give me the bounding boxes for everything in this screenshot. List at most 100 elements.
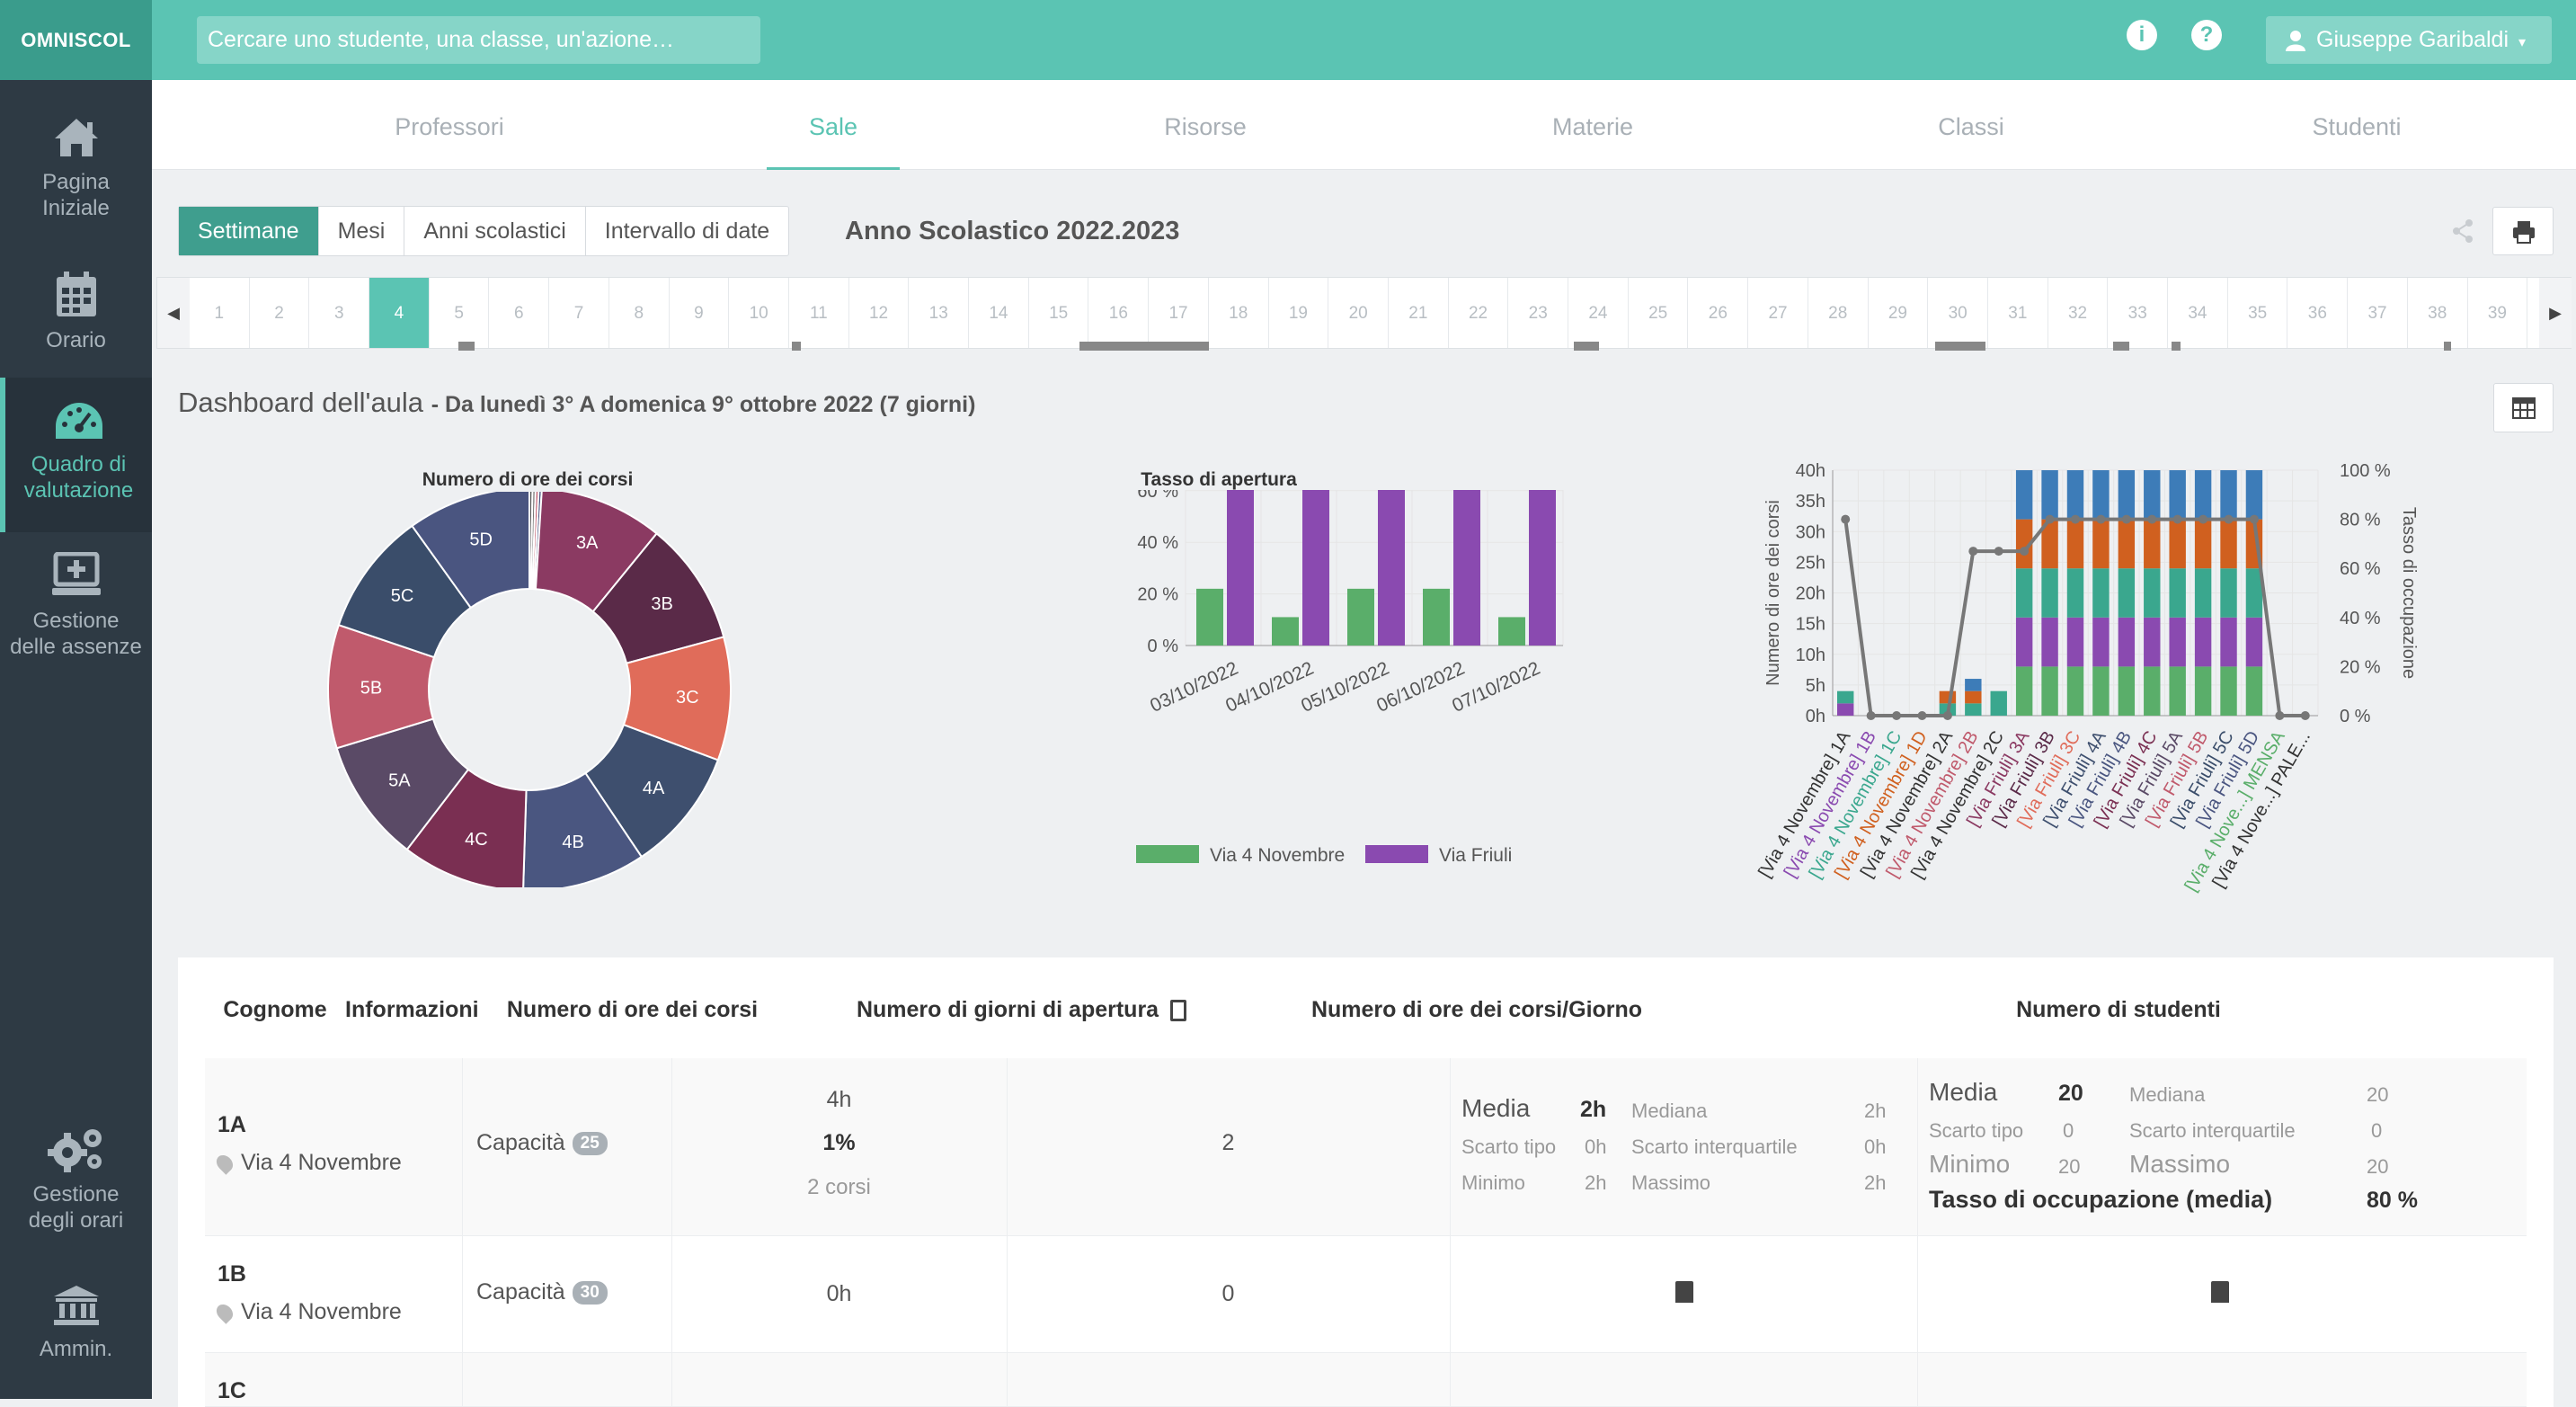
stacked-bar[interactable] — [2220, 470, 2237, 520]
occupancy-point[interactable] — [1866, 711, 1876, 720]
occupancy-point[interactable] — [1841, 514, 1851, 524]
week-cell[interactable]: 19 — [1269, 278, 1329, 348]
stacked-bar[interactable] — [2245, 568, 2263, 618]
occupancy-point[interactable] — [2096, 514, 2106, 524]
sidebar-item-absences[interactable]: Gestione delle assenze — [0, 552, 152, 660]
stacked-bar[interactable] — [2194, 519, 2212, 569]
stacked-bar[interactable] — [2169, 666, 2186, 716]
stacked-bar[interactable] — [2194, 568, 2212, 618]
info-icon[interactable]: i — [2127, 20, 2157, 50]
tab-studenti[interactable]: Studenti — [2312, 113, 2402, 140]
search-input[interactable]: Cercare uno studente, una classe, un'azi… — [197, 16, 760, 64]
occupancy-point[interactable] — [2172, 514, 2182, 524]
sidebar-item-dashboard[interactable]: Quadro di valutazione — [0, 378, 152, 532]
occupancy-point[interactable] — [1917, 711, 1927, 720]
week-cell[interactable]: 37 — [2348, 278, 2408, 348]
bar[interactable] — [1498, 617, 1525, 646]
stacked-bar[interactable] — [2118, 666, 2136, 716]
occupancy-point[interactable] — [2275, 711, 2285, 720]
stacked-bar[interactable] — [2041, 666, 2058, 716]
occupancy-point[interactable] — [1942, 711, 1952, 720]
week-cell[interactable]: 15 — [1029, 278, 1089, 348]
stacked-bar[interactable] — [1990, 690, 2007, 716]
tab-materie[interactable]: Materie — [1551, 113, 1634, 140]
stacked-bar[interactable] — [2066, 470, 2084, 520]
week-cell[interactable]: 17 — [1149, 278, 1209, 348]
bar[interactable] — [1423, 588, 1450, 646]
period-months-button[interactable]: Mesi — [319, 207, 405, 255]
sidebar-item-admin[interactable]: Ammin. — [0, 1284, 152, 1362]
week-cell[interactable]: 4 — [369, 278, 430, 348]
occupancy-point[interactable] — [2224, 514, 2234, 524]
week-prev-arrow[interactable]: ◀ — [157, 278, 190, 348]
stacked-bar[interactable] — [2118, 519, 2136, 569]
col-header-ore-giorno[interactable]: Numero di ore dei corsi/Giorno — [1310, 997, 1643, 1022]
week-cell[interactable]: 33 — [2108, 278, 2169, 348]
share-icon[interactable] — [2451, 218, 2474, 248]
sidebar-item-schedule[interactable]: Orario — [0, 270, 152, 353]
stacked-bar[interactable] — [2092, 470, 2110, 520]
stacked-bar[interactable] — [2245, 470, 2263, 520]
week-next-arrow[interactable]: ▶ — [2539, 278, 2572, 348]
table-row[interactable]: 1A Via 4 Novembre Capacità 25 4h 1% 2 cor… — [205, 1058, 2527, 1236]
table-row[interactable]: 1B Via 4 Novembre Capacità 30 0h 0 — [205, 1236, 2527, 1353]
user-menu-button[interactable]: Giuseppe Garibaldi ▾ — [2266, 16, 2552, 64]
room-name[interactable]: 1A — [218, 1112, 246, 1137]
bar[interactable] — [1347, 588, 1374, 646]
week-cell[interactable]: 8 — [609, 278, 670, 348]
stacked-bar[interactable] — [2066, 666, 2084, 716]
stacked-bar[interactable] — [1965, 690, 1982, 704]
week-cell[interactable]: 6 — [490, 278, 550, 348]
week-cell[interactable]: 13 — [909, 278, 970, 348]
period-weeks-button[interactable]: Settimane — [179, 207, 319, 255]
occupancy-point[interactable] — [2147, 514, 2157, 524]
occupancy-point[interactable] — [2121, 514, 2131, 524]
legend-swatch[interactable] — [1136, 845, 1199, 863]
week-cell[interactable]: 11 — [789, 278, 849, 348]
week-cell[interactable]: 18 — [1209, 278, 1269, 348]
stacked-bar[interactable] — [2015, 666, 2033, 716]
week-cell[interactable]: 1 — [190, 278, 250, 348]
week-cell[interactable]: 16 — [1089, 278, 1150, 348]
week-cell[interactable]: 5 — [430, 278, 490, 348]
pie-slice[interactable] — [411, 492, 530, 610]
stacked-bar[interactable] — [2220, 617, 2237, 667]
stacked-bar[interactable] — [2066, 568, 2084, 618]
stacked-bar[interactable] — [2066, 617, 2084, 667]
occupancy-point[interactable] — [1968, 547, 1978, 557]
stacked-bar[interactable] — [2066, 519, 2084, 569]
period-years-button[interactable]: Anni scolastici — [404, 207, 586, 255]
week-cell[interactable]: 2 — [250, 278, 310, 348]
stacked-bar[interactable] — [2118, 568, 2136, 618]
occupancy-point[interactable] — [1892, 711, 1902, 720]
week-cell[interactable]: 32 — [2048, 278, 2109, 348]
stacked-bar[interactable] — [2041, 470, 2058, 520]
occupancy-point[interactable] — [2300, 711, 2310, 720]
occupancy-point[interactable] — [2020, 547, 2030, 557]
week-cell[interactable]: 12 — [849, 278, 910, 348]
table-view-button[interactable] — [2493, 383, 2554, 432]
stacked-bar[interactable] — [1939, 690, 1957, 704]
stacked-bar[interactable] — [2118, 617, 2136, 667]
stacked-bar[interactable] — [2245, 666, 2263, 716]
bar[interactable] — [1302, 490, 1329, 646]
tab-risorse[interactable]: Risorse — [1164, 113, 1247, 140]
occupancy-point[interactable] — [2071, 514, 2080, 524]
week-cell[interactable]: 39 — [2468, 278, 2528, 348]
stacked-bar[interactable] — [2144, 519, 2161, 569]
week-cell[interactable]: 30 — [1928, 278, 1988, 348]
stacked-bar[interactable] — [2015, 568, 2033, 618]
week-cell[interactable]: 22 — [1449, 278, 1509, 348]
bar[interactable] — [1529, 490, 1556, 646]
stacked-bar[interactable] — [2041, 568, 2058, 618]
week-cell[interactable]: 36 — [2288, 278, 2349, 348]
stacked-bar[interactable] — [2015, 617, 2033, 667]
sidebar-item-home[interactable]: Pagina Iniziale — [0, 115, 152, 221]
legend-label[interactable]: Via 4 Novembre — [1210, 845, 1345, 866]
bar[interactable] — [1227, 490, 1254, 646]
legend-swatch[interactable] — [1365, 845, 1428, 863]
stacked-bar[interactable] — [2169, 617, 2186, 667]
occupancy-point[interactable] — [1994, 547, 2003, 557]
table-row[interactable]: 1C — [205, 1353, 2527, 1407]
stacked-bar[interactable] — [2220, 568, 2237, 618]
